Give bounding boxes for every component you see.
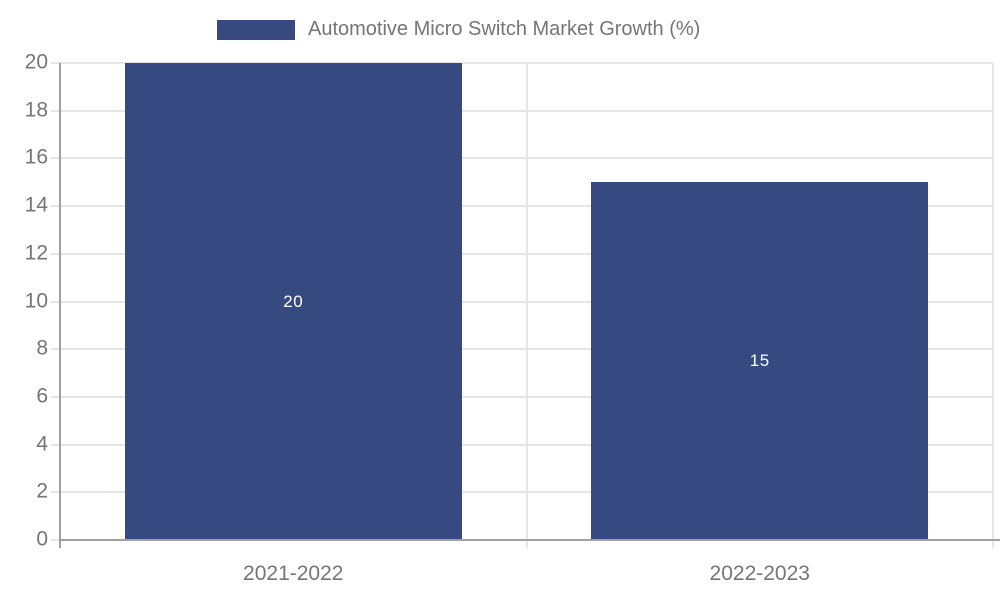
x-axis-line [59, 539, 1000, 541]
y-axis-tick [51, 443, 60, 446]
y-axis-tick [51, 157, 60, 160]
x-category-label: 2022-2023 [709, 562, 810, 585]
y-tick-label: 8 [36, 336, 48, 360]
y-tick-label: 20 [24, 50, 48, 74]
bar-value-label: 15 [749, 351, 770, 371]
y-tick-label: 0 [36, 527, 48, 551]
y-axis-tick [51, 62, 60, 64]
bar-2021-2022[interactable] [124, 63, 462, 540]
y-axis-tick [51, 252, 60, 255]
bar-2022-2023[interactable] [591, 182, 929, 540]
y-axis-tick [51, 205, 60, 208]
y-tick-label: 2 [36, 479, 48, 503]
bar-value-label: 20 [283, 291, 304, 311]
y-tick-label: 6 [36, 384, 48, 408]
legend-label: Automotive Micro Switch Market Growth (%… [308, 18, 701, 41]
y-axis-tick [51, 348, 60, 351]
gridline-vertical [525, 63, 528, 540]
y-axis-tick [51, 395, 60, 398]
y-axis-tick [51, 491, 60, 494]
y-axis-tick [51, 539, 60, 541]
x-category-label: 2021-2022 [243, 562, 344, 585]
y-tick-label: 10 [24, 289, 48, 313]
y-tick-label: 14 [24, 193, 48, 217]
y-axis-tick [51, 109, 60, 112]
x-axis-tick [525, 540, 528, 548]
y-tick-label: 18 [24, 98, 48, 122]
y-tick-label: 12 [24, 241, 48, 265]
x-axis-tick [992, 540, 994, 548]
y-tick-label: 16 [24, 145, 48, 169]
gridline-vertical [992, 63, 994, 540]
legend-swatch [217, 20, 295, 40]
y-axis-tick [51, 300, 60, 303]
y-axis-line [59, 63, 61, 548]
y-tick-label: 4 [36, 432, 48, 456]
